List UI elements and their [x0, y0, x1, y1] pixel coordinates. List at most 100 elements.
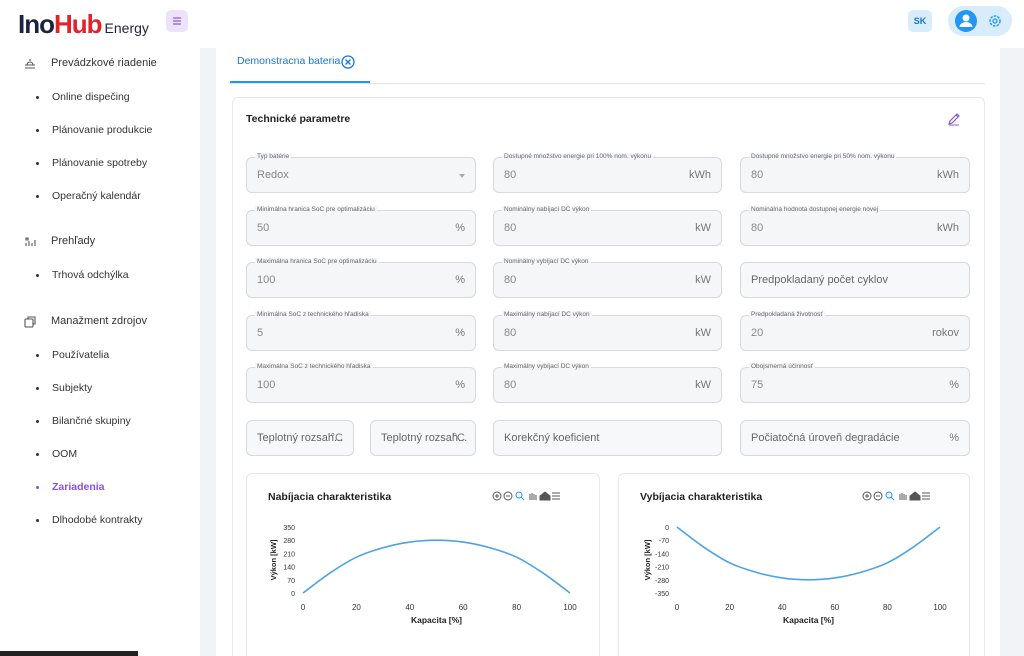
nav-label: OOM	[52, 448, 78, 460]
field-unit: °C	[452, 432, 465, 444]
tab-label: Demonstracna bateria	[237, 55, 341, 67]
nav-label: Používatelia	[52, 349, 110, 361]
tab-close[interactable]	[340, 54, 356, 70]
field-unit: kW	[695, 326, 711, 339]
chart-card: Vybíjacia charakteristika 0 -70 -140 -210 -28…	[618, 473, 970, 656]
field-label: Dostupné množstvo energie pri 100% nom. …	[502, 153, 654, 161]
logo-suffix: Energy	[104, 20, 149, 36]
chart-title: Vybíjacia charakteristika	[640, 491, 762, 503]
input-field[interactable]: Maximálna hranica SoC pre optimalizáciu 1…	[246, 258, 476, 299]
bullet	[36, 353, 39, 357]
nav-item[interactable]: Plánovanie produkcie	[36, 124, 152, 136]
bullet	[36, 386, 39, 390]
input-field[interactable]: Minimálna SoC z technického hľadiska 5%	[246, 310, 476, 351]
field-value: 100	[257, 274, 276, 287]
field-value: 50	[257, 221, 270, 234]
tab[interactable]: Demonstracna bateria	[237, 55, 340, 67]
field-label: Nominálny vybíjací DC výkon	[502, 258, 591, 267]
edit-button[interactable]	[946, 111, 962, 127]
y-axis-label: Výkon [kW]	[643, 539, 652, 580]
field-value: Redox	[257, 169, 289, 181]
chart-toolbar[interactable]	[862, 491, 930, 501]
field-value: 75	[751, 379, 764, 392]
input-field[interactable]: Predpokladaný počet cyklov	[740, 262, 970, 299]
field-label: Predpokladaná životnosť	[749, 310, 825, 319]
language-badge[interactable]: SK	[908, 10, 932, 32]
field-unit: kWh	[937, 221, 959, 234]
nav-item[interactable]: Používatelia	[36, 349, 109, 361]
input-field[interactable]: Nominálny vybíjací DC výkon 80 kW	[493, 258, 722, 299]
nav-item[interactable]: Trhová odchýlka	[36, 269, 129, 281]
field-unit: kWh	[689, 169, 711, 181]
user-menu[interactable]	[948, 6, 1012, 36]
y-tick-label: 280	[283, 538, 295, 545]
chart-toolbar[interactable]	[492, 491, 560, 501]
field-placeholder: Korekčný koeficient	[504, 432, 600, 444]
x-tick-label: 20	[352, 603, 361, 612]
input-field[interactable]: Maximálny vybíjací DC výkon 80 kW	[493, 363, 722, 404]
field-unit: °C	[330, 432, 343, 444]
field-label: Typ batérie	[255, 153, 292, 161]
y-tick-label: 140	[283, 565, 295, 572]
field-unit: %	[455, 274, 465, 287]
logo-accent: Hub	[54, 9, 103, 39]
input-field[interactable]: Maximálny nabíjací DC výkon 80 kW	[493, 310, 722, 351]
logo[interactable]: InoHub Energy	[18, 9, 149, 43]
line-series	[302, 539, 571, 594]
input-field[interactable]: Nominálna hodnota dostupnej energie nove…	[740, 205, 970, 246]
y-tick-label: 210	[283, 551, 295, 558]
input-field[interactable]: Obojsmerná účinnosť 75%	[740, 363, 970, 404]
input-field[interactable]: Teplotný rozsah... °C	[370, 420, 476, 456]
nav-item[interactable]: OOM	[36, 448, 77, 460]
input-field[interactable]: Minimálna hranica SoC pre optimalizáciu 5…	[246, 205, 476, 246]
nav-label: Bilančné skupiny	[52, 415, 131, 427]
field-value: 80	[504, 326, 517, 339]
field-value: 80	[751, 221, 764, 234]
bullet	[36, 518, 39, 522]
chart: Nabíjacia charakteristika 0 70 140 210 280 350…	[268, 491, 577, 625]
bottom-bar	[0, 651, 138, 656]
nav-item[interactable]: Plánovanie spotreby	[36, 157, 147, 169]
input-field[interactable]: Predpokladaná životnosť 20 rokov	[740, 310, 970, 351]
nav-item[interactable]: Online dispečing	[36, 91, 130, 103]
input-field[interactable]: Typ batérie Redox	[246, 153, 476, 193]
field-unit: rokov	[932, 326, 959, 339]
section-icon	[24, 316, 36, 328]
nav-label: Online dispečing	[52, 91, 130, 103]
nav-item[interactable]: Operačný kalendár	[36, 190, 141, 202]
input-field[interactable]: Korekčný koeficient	[493, 420, 722, 456]
y-tick-label: -70	[659, 538, 669, 545]
field-value: 20	[751, 326, 764, 339]
x-tick-label: 100	[563, 603, 577, 612]
x-tick-label: 60	[459, 603, 468, 612]
field-placeholder: Teplotný rozsah...	[381, 432, 468, 444]
x-tick-label: 40	[405, 603, 414, 612]
field-placeholder: Predpokladaný počet cyklov	[751, 274, 888, 287]
nav-item[interactable]: Bilančné skupiny	[36, 415, 131, 427]
input-field[interactable]: Dostupné množstvo energie pri 50% nom. v…	[740, 153, 970, 193]
y-tick-label: 350	[283, 525, 295, 532]
input-field[interactable]: Teplotný rozsah... °C	[246, 420, 354, 456]
input-field[interactable]: Nominálny nabíjací DC výkon 80 kW	[493, 205, 722, 246]
chart-card: Nabíjacia charakteristika 0 70 140 210 280 350…	[246, 473, 600, 656]
input-field[interactable]: Maximálna SoC z technického hľadiska 100%	[246, 363, 476, 404]
field-unit: kWh	[937, 169, 959, 181]
card-title: Technické parametre	[246, 113, 351, 125]
input-field[interactable]: Počiatočná úroveň degradácie%	[740, 420, 970, 456]
nav-item[interactable]: Subjekty	[36, 382, 92, 394]
bullet	[36, 485, 39, 489]
field-unit: %	[949, 432, 959, 444]
section-icon	[25, 237, 36, 246]
select-arrow	[459, 174, 465, 178]
menu-button[interactable]	[166, 10, 188, 32]
field-unit: %	[455, 379, 465, 392]
nav-item[interactable]: Dlhodobé kontrakty	[36, 514, 142, 526]
input-field[interactable]: Dostupné množstvo energie pri 100% nom. …	[493, 153, 722, 193]
field-value: 80	[504, 274, 517, 287]
x-tick-label: 0	[675, 603, 680, 612]
section-icon	[25, 59, 35, 69]
field-label: Nominálna hodnota dostupnej energie nove…	[749, 205, 881, 214]
nav-item[interactable]: Zariadenia	[36, 481, 105, 493]
